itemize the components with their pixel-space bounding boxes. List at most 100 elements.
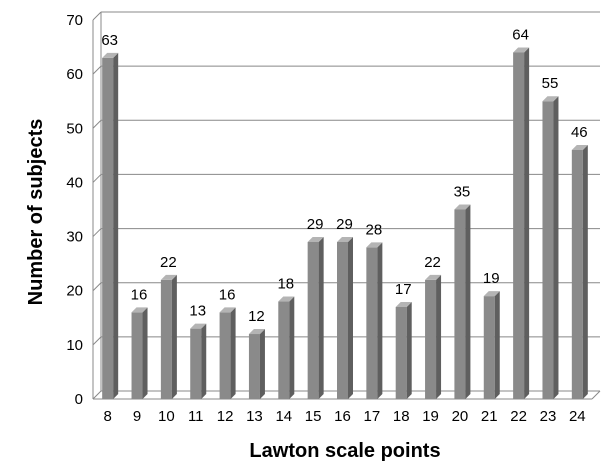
bar-side [230,307,236,399]
x-tick-label: 13 [246,408,263,425]
y-tick-label: 50 [66,120,83,137]
gridline-wall [92,390,102,400]
data-label: 64 [512,26,529,43]
gridline-wall [92,228,102,237]
bar-side [348,236,353,399]
bar [190,328,202,399]
gridline-wall [92,119,102,129]
gridline-wall [92,11,102,21]
x-tick-label: 18 [393,408,410,425]
bar-top [571,144,588,150]
gridline-wall [92,336,102,346]
bar [425,279,437,399]
bar [248,334,260,399]
data-label: 17 [395,281,412,298]
data-label: 28 [366,221,383,238]
x-tick-label: 9 [133,408,141,425]
y-tick-label: 60 [66,66,83,83]
bar-side [465,204,471,399]
y-tick-label: 40 [66,174,83,191]
bar [571,149,583,399]
bar [542,101,554,399]
data-label: 13 [189,303,206,320]
bar-side [289,296,295,399]
bar-side [259,329,265,399]
data-label: 19 [483,270,500,287]
bar [102,57,114,400]
bar-top [278,296,295,302]
bar-top [542,96,559,102]
x-tick-label: 21 [481,408,498,425]
gridline-wall [92,282,102,292]
bar-side [171,274,177,399]
data-label: 16 [219,286,236,303]
bar-top [513,47,530,53]
bar [454,209,466,399]
x-tick-label: 22 [510,408,527,425]
bar [337,241,348,399]
data-label: 46 [571,124,588,141]
bar-top [248,329,265,335]
y-axis-title: Number of subjects [25,119,47,306]
bar [366,247,378,399]
x-tick-label: 11 [188,408,204,425]
bar-top [160,274,177,280]
y-tick-label: 20 [66,283,83,300]
y-tick-label: 70 [66,12,83,29]
bar-side [582,144,588,399]
data-label: 29 [307,216,324,233]
bar-top [131,307,148,313]
bar [278,301,290,399]
x-tick-label: 19 [422,408,439,425]
bar [160,279,172,399]
bar [395,306,407,399]
bar-top [395,301,412,307]
x-axis-title: Lawton scale points [249,440,440,462]
x-tick-label: 20 [452,408,469,425]
floor-edge [591,390,601,400]
x-tick-label: 12 [217,408,234,425]
y-tick-label: 30 [66,229,83,246]
bar [307,241,319,399]
bar-side [377,242,383,399]
bar-top [190,323,207,329]
bar-top [102,52,119,58]
data-label: 12 [248,308,265,325]
bar-side [142,307,148,399]
x-tick-label: 16 [334,408,351,425]
bar-top [366,242,383,248]
bar-top [219,307,236,313]
x-tick-label: 8 [104,408,112,425]
x-tick-label: 23 [540,408,557,425]
x-tick-label: 15 [305,408,322,425]
bar-side [406,301,412,399]
bar-side [494,291,500,399]
data-label: 22 [160,254,177,271]
data-label: 55 [542,75,559,92]
bar [513,52,525,399]
data-labels: 63 16 22 13 16 12 18 29 29 28 17 22 35 19 64 55 46 [101,26,587,325]
data-label: 18 [277,276,294,293]
data-label: 22 [424,254,441,271]
gridline-wall [92,65,102,75]
data-label: 35 [454,184,471,201]
tick-labels: 0 10 20 30 40 50 60 70 8 9 10 11 12 13 14 15 16 17 18 19 20 2… [66,12,585,425]
bar-side [318,236,324,399]
data-label: 16 [131,286,148,303]
x-tick-label: 14 [275,408,292,425]
bar [131,312,143,399]
bar-top [425,274,442,280]
bar-side [201,323,207,399]
bar-top [307,236,324,242]
y-tick-label: 10 [66,337,83,354]
y-tick-label: 0 [75,391,83,408]
bar-side [524,47,530,399]
bar-side [436,274,442,399]
x-tick-label: 17 [364,408,381,425]
data-label: 63 [101,32,118,49]
bar-top [337,236,353,242]
bar [483,296,495,399]
x-tick-label: 24 [569,408,586,425]
